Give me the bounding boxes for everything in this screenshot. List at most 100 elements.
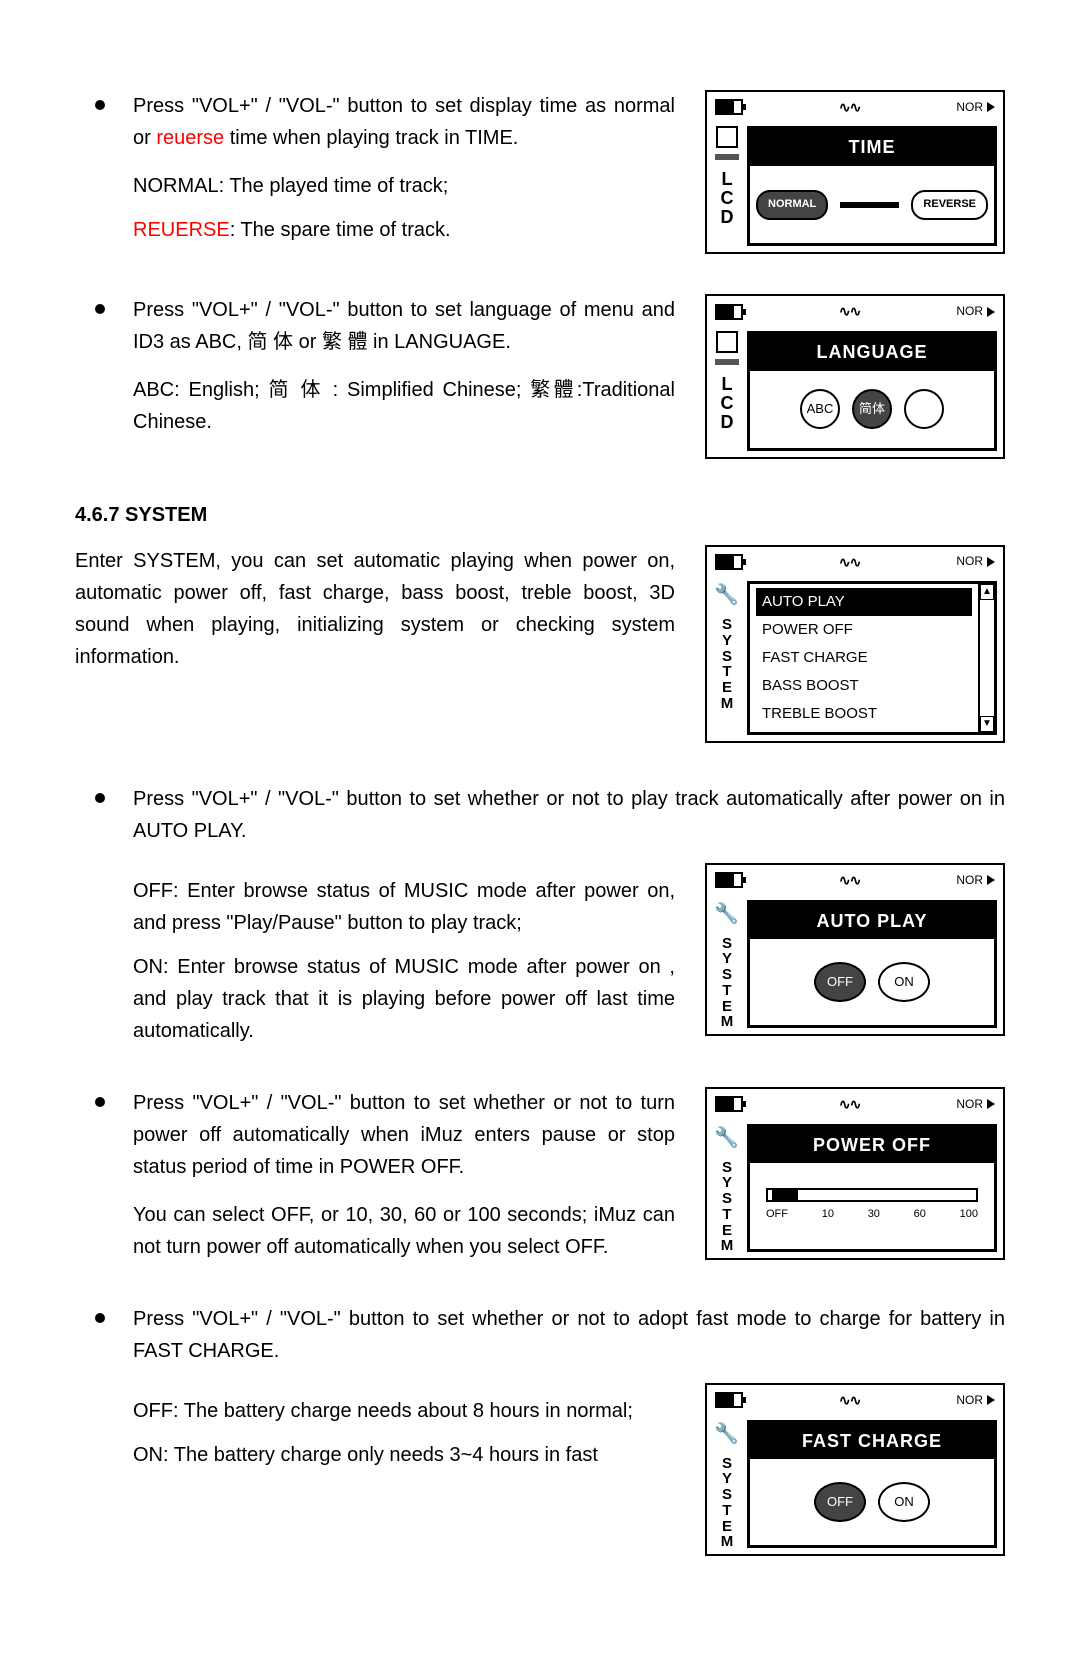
wave-icon: ∿∿ (839, 1389, 860, 1411)
option-normal[interactable]: NORMAL (756, 190, 828, 220)
option-simplified[interactable]: 简体 (852, 389, 892, 429)
bullet-icon (95, 1313, 105, 1323)
menu-item-trebleboost[interactable]: TREBLE BOOST (756, 700, 972, 728)
time-bullet-text: Press "VOL+" / "VOL-" button to set disp… (133, 90, 675, 154)
lcd-title: POWER OFF (750, 1127, 994, 1164)
lang-abc-line: ABC: English; 简 体 : Simplified Chinese; … (133, 374, 675, 438)
lcd-language: ∿∿ NOR L C D LANGUAGE ABC 简体 (705, 294, 1005, 458)
scroll-down-icon[interactable]: ▼ (980, 716, 994, 732)
option-reverse[interactable]: REVERSE (911, 190, 988, 220)
wrench-icon (714, 900, 740, 926)
side-letters: S Y S T E M (721, 617, 734, 712)
autoplay-bullet: Press "VOL+" / "VOL-" button to set whet… (133, 783, 1005, 847)
lcd-poweroff: ∿∿ NOR S Y S T E M ▲ POWER OFF OFF (705, 1087, 1005, 1260)
lcd-title: AUTO PLAY (750, 903, 994, 940)
autoplay-on-line: ON: Enter browse status of MUSIC mode af… (133, 951, 675, 1047)
side-icon (716, 331, 738, 353)
lang-bullet-text: Press "VOL+" / "VOL-" button to set lang… (133, 294, 675, 358)
play-icon (987, 1395, 995, 1405)
fastcharge-bullet: Press "VOL+" / "VOL-" button to set whet… (133, 1303, 1005, 1367)
scroll-up-icon[interactable]: ▲ (978, 1127, 994, 1143)
wave-icon: ∿∿ (839, 96, 860, 118)
label: 100 (960, 1206, 978, 1224)
lcd-title: TIME (750, 129, 994, 166)
side-letters: L C D (721, 170, 734, 227)
nor-label: NOR (956, 552, 983, 571)
menu-item-bassboost[interactable]: BASS BOOST (756, 672, 972, 700)
bullet-icon (95, 1097, 105, 1107)
option-traditional[interactable] (904, 389, 944, 429)
lcd-time: ∿∿ NOR L C D TIME NORMAL REVERSE (705, 90, 1005, 254)
bullet-icon (95, 304, 105, 314)
battery-icon (715, 554, 743, 570)
label: 60 (914, 1206, 926, 1224)
text-red: REUERSE (133, 219, 230, 241)
lcd-title: FAST CHARGE (750, 1423, 994, 1460)
side-letters: S Y S T E M (721, 1456, 734, 1551)
autoplay-off-line: OFF: Enter browse status of MUSIC mode a… (133, 875, 675, 939)
label: 30 (868, 1206, 880, 1224)
lcd-system-menu: ∿∿ NOR S Y S T E M AUTO PLAY POWER OFF F… (705, 545, 1005, 743)
option-abc[interactable]: ABC (800, 389, 840, 429)
side-letters: S Y S T E M (721, 1160, 734, 1255)
wrench-icon (714, 581, 740, 607)
option-off[interactable]: OFF (814, 1482, 866, 1522)
poweroff-line2: You can select OFF, or 10, 30, 60 or 100… (133, 1199, 675, 1263)
side-bar-icon (715, 154, 739, 160)
option-off[interactable]: OFF (814, 962, 866, 1002)
wrench-icon (714, 1124, 740, 1150)
side-letters: L C D (721, 375, 734, 432)
wave-icon: ∿∿ (839, 1093, 860, 1115)
text: : The spare time of track. (230, 219, 451, 241)
bullet-icon (95, 793, 105, 803)
slider-thumb[interactable] (772, 1188, 798, 1202)
nor-label: NOR (956, 1391, 983, 1410)
lcd-title: LANGUAGE (750, 334, 994, 371)
play-icon (987, 875, 995, 885)
fastcharge-on-line: ON: The battery charge only needs 3~4 ho… (133, 1439, 675, 1471)
battery-icon (715, 1392, 743, 1408)
nor-label: NOR (956, 1095, 983, 1114)
poweroff-slider[interactable] (766, 1188, 978, 1202)
slider-labels: OFF 10 30 60 100 (766, 1206, 978, 1224)
nor-label: NOR (956, 871, 983, 890)
menu-item-poweroff[interactable]: POWER OFF (756, 616, 972, 644)
connector-bar (840, 202, 899, 208)
bullet-icon (95, 100, 105, 110)
nor-label: NOR (956, 302, 983, 321)
label: OFF (766, 1206, 788, 1224)
menu-item-autoplay[interactable]: AUTO PLAY (756, 588, 972, 616)
wave-icon: ∿∿ (839, 869, 860, 891)
battery-icon (715, 872, 743, 888)
system-heading: 4.6.7 SYSTEM (75, 499, 1005, 531)
play-icon (987, 1099, 995, 1109)
scroll-up-icon[interactable]: ▲ (978, 1423, 994, 1439)
text-red: reuerse (156, 127, 224, 149)
battery-icon (715, 99, 743, 115)
scroll-up-icon[interactable]: ▲ (978, 903, 994, 919)
time-reuerse-line: REUERSE: The spare time of track. (133, 214, 675, 246)
scroll-up-icon[interactable]: ▲ (980, 584, 994, 600)
play-icon (987, 102, 995, 112)
side-icon (716, 126, 738, 148)
option-on[interactable]: ON (878, 962, 930, 1002)
menu-item-fastcharge[interactable]: FAST CHARGE (756, 644, 972, 672)
scrollbar[interactable]: ▲ ▼ (978, 584, 994, 732)
side-bar-icon (715, 359, 739, 365)
lcd-autoplay: ∿∿ NOR S Y S T E M ▲ AUTO PLAY OFF ON (705, 863, 1005, 1036)
nor-label: NOR (956, 98, 983, 117)
system-menu-list: AUTO PLAY POWER OFF FAST CHARGE BASS BOO… (750, 584, 978, 732)
label: 10 (822, 1206, 834, 1224)
battery-icon (715, 304, 743, 320)
time-normal-line: NORMAL: The played time of track; (133, 170, 675, 202)
lcd-fastcharge: ∿∿ NOR S Y S T E M ▲ FAST CHARGE OFF ON (705, 1383, 1005, 1556)
option-on[interactable]: ON (878, 1482, 930, 1522)
play-icon (987, 307, 995, 317)
wave-icon: ∿∿ (839, 551, 860, 573)
play-icon (987, 557, 995, 567)
text: time when playing track in TIME. (224, 127, 518, 149)
poweroff-bullet: Press "VOL+" / "VOL-" button to set whet… (133, 1087, 675, 1183)
battery-icon (715, 1096, 743, 1112)
system-intro: Enter SYSTEM, you can set automatic play… (75, 545, 675, 673)
fastcharge-off-line: OFF: The battery charge needs about 8 ho… (133, 1395, 675, 1427)
